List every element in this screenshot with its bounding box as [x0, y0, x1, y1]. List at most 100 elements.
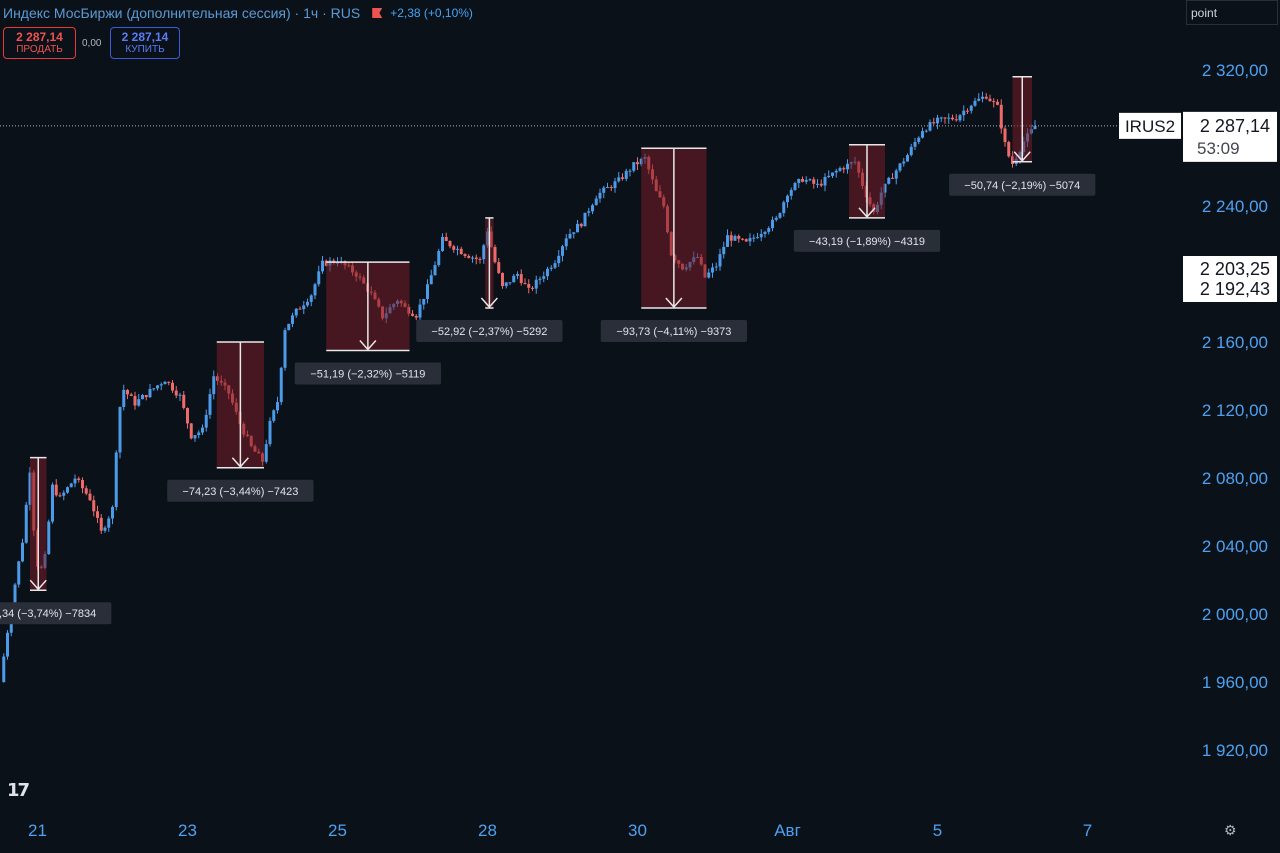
- candle-body: [291, 315, 294, 324]
- symbol-title[interactable]: Индекс МосБиржи (дополнительная сессия) …: [3, 5, 361, 21]
- candle-body: [564, 238, 568, 247]
- candle-body: [894, 170, 898, 179]
- bid-ask-top-cover: [1183, 256, 1277, 280]
- candle-body: [996, 101, 999, 105]
- candle-body: [141, 395, 144, 400]
- measure-label-bg: [0, 602, 112, 625]
- sell-button[interactable]: 2 287,14 ПРОДАТЬ: [3, 27, 76, 59]
- candle-body: [801, 178, 804, 182]
- candle-body: [497, 262, 501, 273]
- candle-body: [167, 381, 171, 383]
- x-tick-label: 5: [933, 821, 942, 840]
- candle-body: [744, 239, 748, 242]
- candle-body: [302, 305, 306, 310]
- tradingview-logo[interactable]: 17: [7, 780, 30, 801]
- measure-label: −50,74 (−2,19%) −5074: [964, 180, 1080, 192]
- candle-body: [459, 248, 463, 255]
- candle-body: [834, 170, 838, 173]
- sell-price: 2 287,14: [16, 30, 63, 44]
- candle-body: [411, 313, 414, 316]
- measurement-tool: −51,19 (−2,32%) −5119: [294, 261, 442, 385]
- y-tick-label: 2 120,00: [1202, 401, 1268, 420]
- candle-body: [163, 381, 167, 385]
- candle-body: [508, 282, 512, 284]
- buy-button[interactable]: 2 287,14 КУПИТЬ: [110, 27, 180, 59]
- candle-body: [969, 105, 973, 111]
- symbol-badge: [1119, 112, 1181, 139]
- candle-body: [527, 283, 531, 288]
- candle-body: [467, 256, 471, 258]
- candle-body: [579, 223, 583, 227]
- candle-body: [137, 399, 141, 406]
- candle-body: [1033, 126, 1037, 130]
- measure-label-bg: [600, 320, 748, 342]
- measure-label-bg: [294, 362, 442, 385]
- candle-body: [474, 257, 478, 259]
- candle-body: [107, 518, 111, 528]
- measure-label-bg: [416, 320, 563, 342]
- candle-body: [54, 484, 58, 496]
- sell-label: ПРОДАТЬ: [16, 44, 63, 55]
- price-change: +2,38 (+0,10%): [390, 6, 473, 20]
- candle-body: [111, 506, 114, 519]
- candle-body: [62, 492, 66, 496]
- candle-body: [189, 423, 193, 439]
- unit-selector[interactable]: point: [1186, 0, 1278, 25]
- measure-label: −93,73 (−4,11%) −9373: [616, 326, 731, 338]
- candle-body: [711, 267, 714, 273]
- x-tick-label: 21: [28, 821, 47, 840]
- candle-body: [838, 168, 842, 171]
- candle-body: [478, 258, 482, 260]
- candle-body: [268, 420, 272, 445]
- candle-body: [714, 266, 718, 268]
- candle-body: [306, 301, 309, 306]
- candle-body: [47, 521, 51, 555]
- candle-body: [24, 504, 28, 543]
- settings-gear-icon[interactable]: ⚙: [1224, 822, 1237, 838]
- y-tick-label: 2 240,00: [1202, 197, 1268, 216]
- measurement-tool: −78,34 (−3,74%) −7834: [0, 456, 112, 625]
- candle-body: [504, 282, 508, 287]
- measure-label: −52,92 (−2,37%) −5292: [431, 326, 547, 338]
- candle-body: [752, 237, 756, 239]
- candle-body: [156, 385, 159, 389]
- candle-body: [823, 177, 827, 186]
- current-price-marker: IRUS2 2 287,14 53:09: [1119, 111, 1277, 162]
- x-tick-label: Авг: [774, 821, 801, 840]
- candle-body: [973, 100, 977, 106]
- candle-body: [501, 272, 504, 287]
- candle-body: [613, 181, 617, 189]
- candle-body: [437, 251, 441, 266]
- measure-arrow-head: [1013, 151, 1031, 162]
- y-tick-label: 1 920,00: [1202, 741, 1268, 760]
- candle-body: [103, 527, 107, 531]
- measurement-tool: −93,73 (−4,11%) −9373: [600, 147, 748, 342]
- candle-body: [992, 101, 996, 103]
- candle-body: [152, 388, 156, 390]
- candle-body: [148, 389, 152, 398]
- measure-arrow-head: [665, 297, 683, 309]
- candle-body: [212, 376, 216, 395]
- candle-body: [264, 444, 268, 462]
- candle-body: [534, 279, 538, 289]
- chart-header: Индекс МосБиржи (дополнительная сессия) …: [0, 0, 473, 26]
- candle-body: [598, 192, 602, 199]
- candle-body: [298, 308, 302, 310]
- measurement-tool: −43,19 (−1,89%) −4319: [793, 144, 941, 252]
- candle-body: [493, 247, 497, 263]
- candle-body: [414, 315, 418, 318]
- candle-body: [786, 195, 789, 203]
- candle-body: [617, 177, 621, 182]
- candle-body: [819, 183, 823, 186]
- y-tick-label: 2 160,00: [1202, 333, 1268, 352]
- candle-body: [793, 183, 797, 190]
- candle-body: [272, 410, 276, 421]
- candle-body: [13, 584, 17, 609]
- candle-body: [951, 117, 954, 120]
- measure-arrow-head: [858, 207, 876, 219]
- candle-body: [512, 275, 516, 283]
- price-countdown: 53:09: [1197, 139, 1240, 158]
- candle-body: [913, 141, 917, 147]
- candle-body: [988, 98, 992, 102]
